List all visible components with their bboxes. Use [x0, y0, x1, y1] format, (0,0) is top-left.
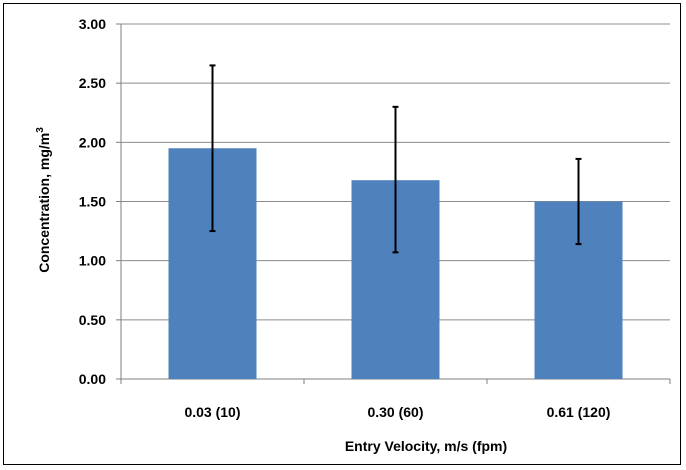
x-tick-labels: 0.03 (10) 0.30 (60) 0.61 (120)	[184, 404, 610, 420]
error-bars	[209, 64, 582, 254]
y-axis-title: Concentration, mg/m3	[35, 127, 52, 273]
y-axis-title-text: Concentration, mg/m	[36, 133, 52, 273]
x-tick-label: 0.30 (60)	[367, 404, 423, 420]
y-tick-label: 0.50	[79, 312, 106, 328]
x-tick-label: 0.03 (10)	[184, 404, 240, 420]
x-tick-label: 0.61 (120)	[547, 404, 611, 420]
y-tick-label: 2.50	[79, 75, 106, 91]
y-tick-label: 1.00	[79, 253, 106, 269]
y-axis-title-superscript: 3	[35, 127, 46, 133]
y-tick-label: 2.00	[79, 134, 106, 150]
y-tick-label: 3.00	[79, 16, 106, 32]
y-tick-label: 0.00	[79, 371, 106, 387]
x-axis-title: Entry Velocity, m/s (fpm)	[345, 438, 507, 454]
y-tick-label: 1.50	[79, 194, 106, 210]
y-tick-labels: 0.00 0.50 1.00 1.50 2.00 2.50 3.00	[79, 16, 106, 387]
